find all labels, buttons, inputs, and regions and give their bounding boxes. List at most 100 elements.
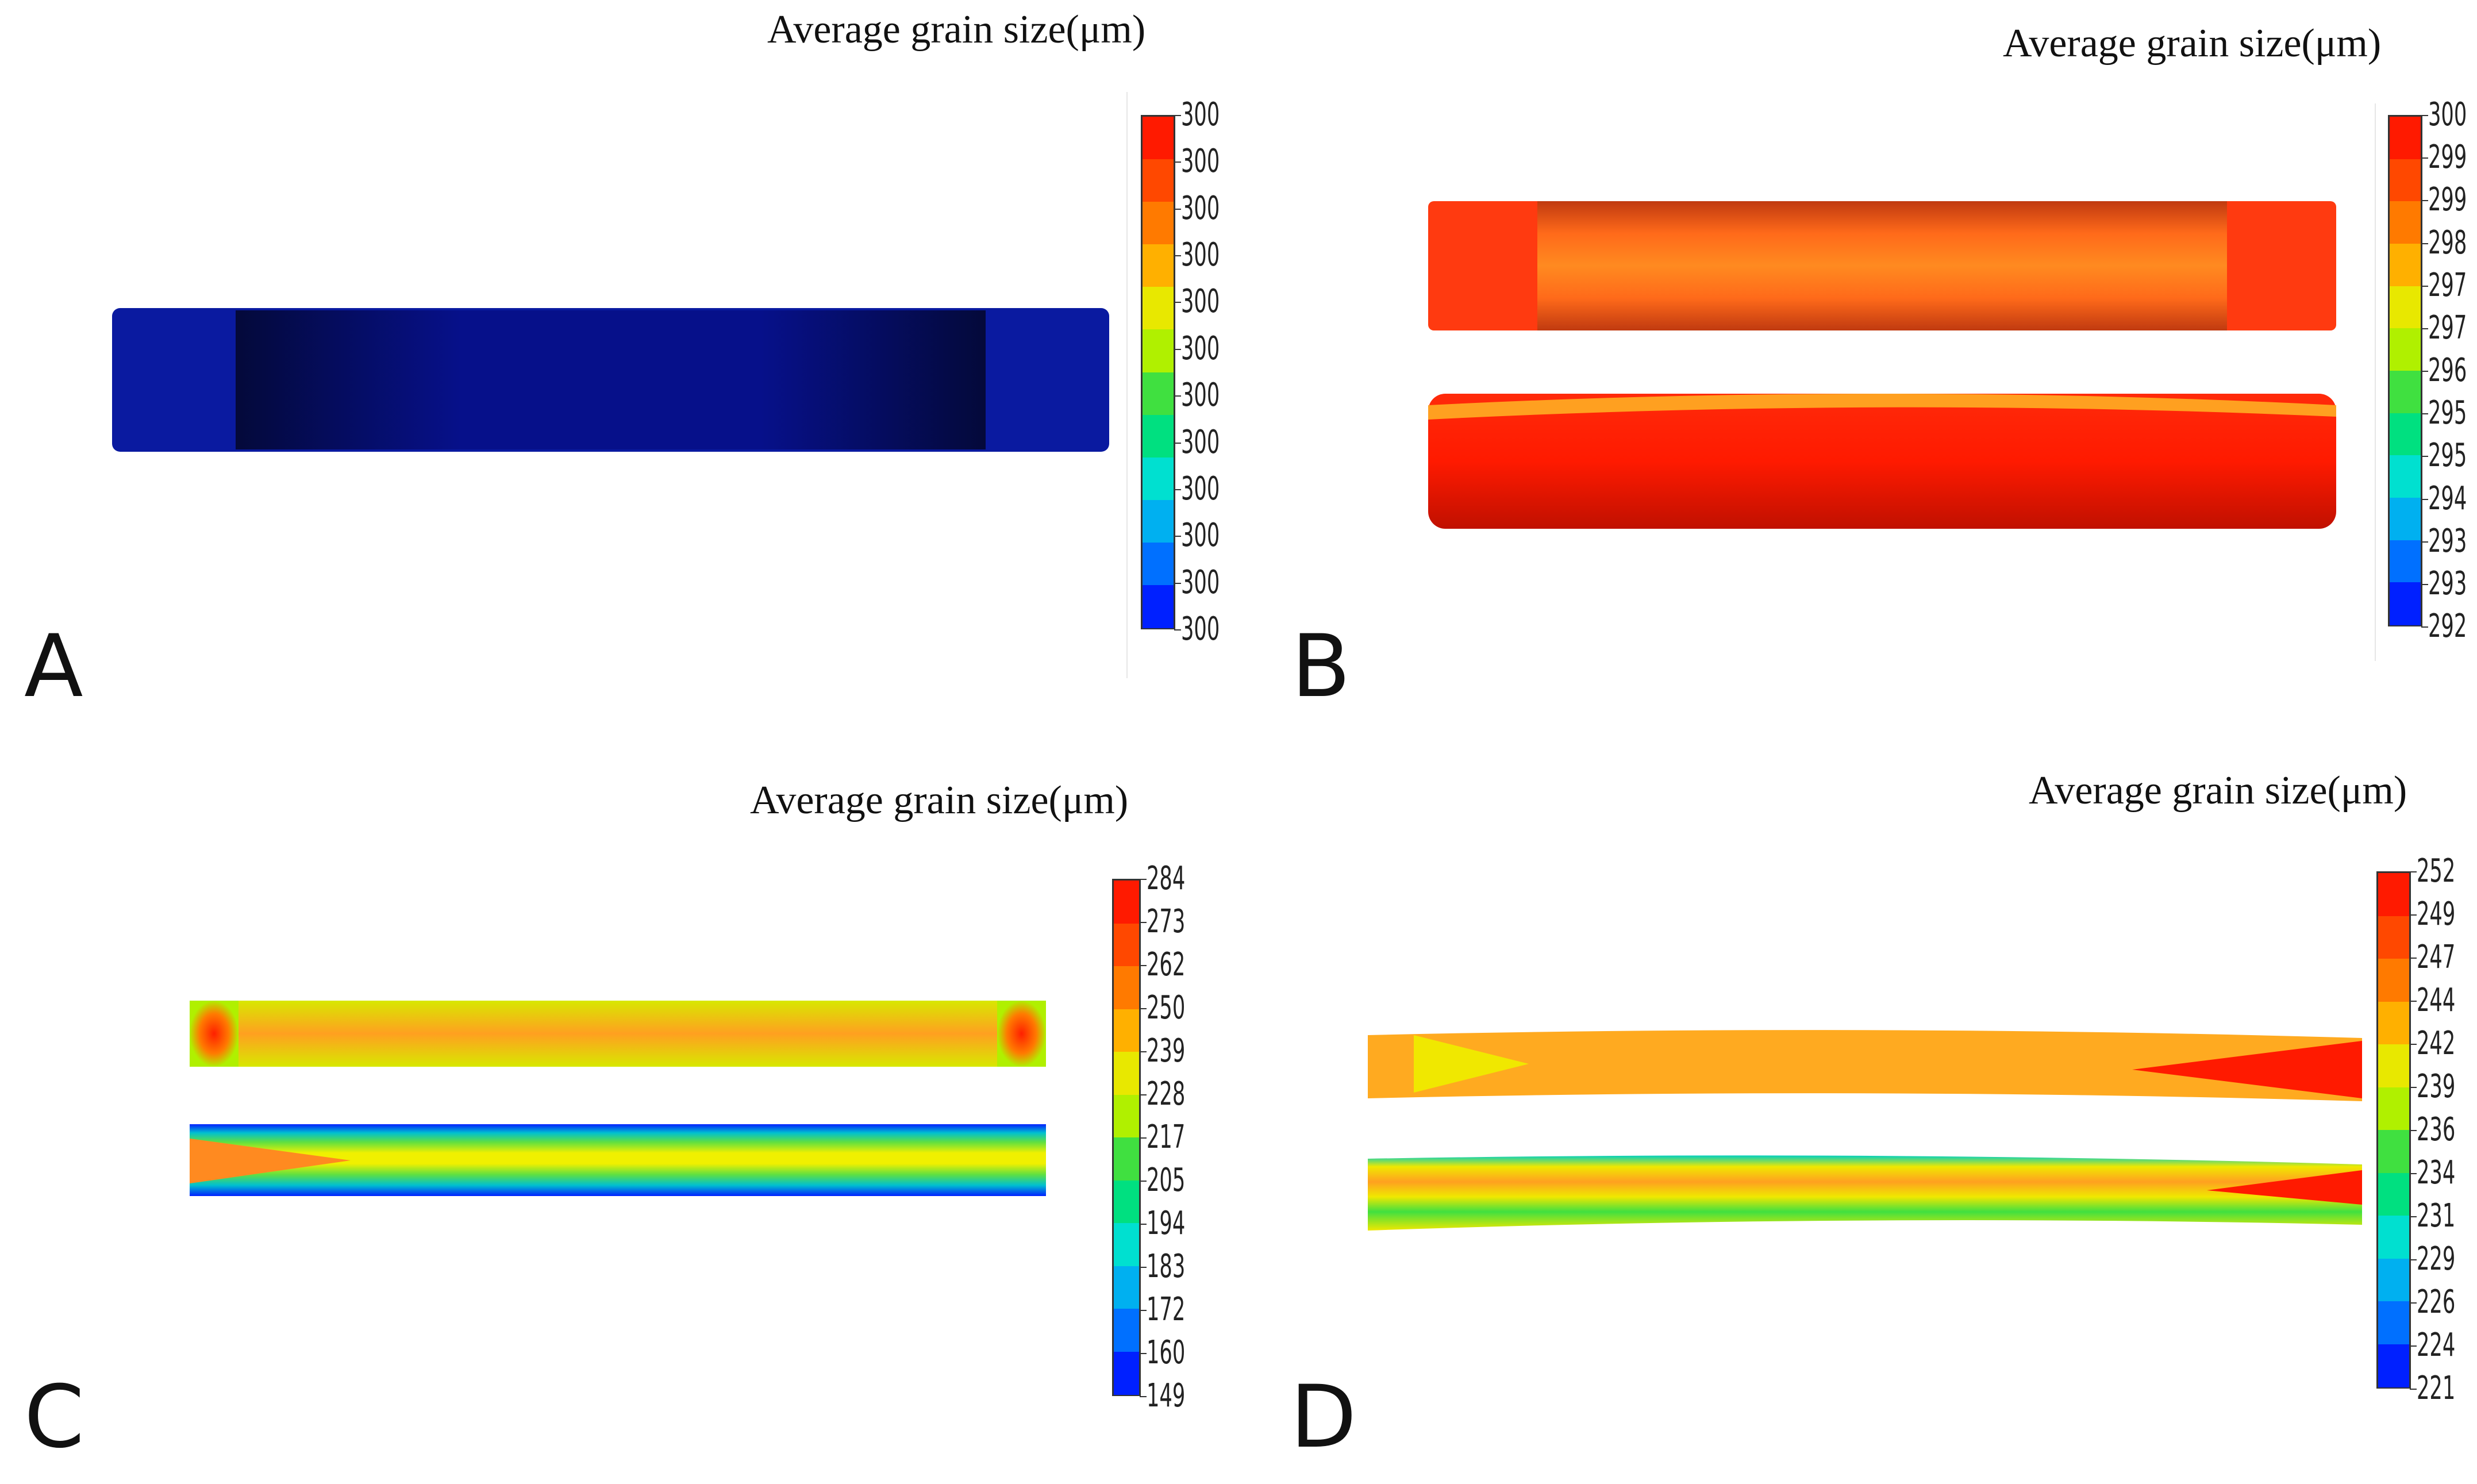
scale-tick-label: 300 bbox=[1181, 236, 1220, 274]
scale-segment bbox=[2390, 540, 2421, 583]
scale-tick-mark bbox=[2410, 1044, 2417, 1045]
scale-tick-mark bbox=[1140, 965, 1147, 966]
scale-tick-mark bbox=[1140, 879, 1147, 880]
panel-d: Average grain size(μm) D 252 249 247 244 242… bbox=[1238, 742, 2477, 1484]
scale-tick-label: 299 bbox=[2428, 181, 2467, 219]
scale-tick-mark bbox=[1140, 1137, 1147, 1139]
scale-tick-label: 300 bbox=[1181, 329, 1220, 367]
scale-tick-label: 247 bbox=[2417, 939, 2456, 976]
scale-segment bbox=[2390, 244, 2421, 287]
scale-tick-label: 292 bbox=[2428, 608, 2467, 645]
scale-segment bbox=[1114, 1266, 1139, 1309]
scale-tick-mark bbox=[1140, 1353, 1147, 1354]
scale-tick-mark bbox=[1174, 442, 1181, 444]
scale-tick-mark bbox=[1174, 489, 1181, 490]
panel-d-ring-parts bbox=[1368, 1030, 2362, 1231]
panel-c-title: Average grain size(μm) bbox=[750, 778, 1129, 822]
scale-tick-mark bbox=[2421, 371, 2428, 372]
panel-c-ring-parts bbox=[190, 1001, 1046, 1196]
scale-tick-label: 194 bbox=[1147, 1205, 1186, 1242]
scale-tick-label: 221 bbox=[2417, 1370, 2456, 1407]
panel-d-top-left-band bbox=[1414, 1035, 1529, 1093]
scale-tick-mark bbox=[2410, 1087, 2417, 1088]
scale-tick-mark bbox=[2421, 456, 2428, 457]
scale-tick-mark bbox=[1174, 162, 1181, 163]
scale-tick-mark bbox=[1140, 1267, 1147, 1268]
panel-b-color-scale bbox=[2388, 115, 2422, 626]
scale-tick-mark bbox=[2421, 243, 2428, 244]
scale-segment bbox=[1143, 542, 1174, 586]
scale-tick-mark bbox=[2421, 583, 2428, 585]
scale-segment bbox=[2378, 916, 2409, 959]
panel-a-letter: A bbox=[24, 617, 83, 717]
scale-tick-label: 236 bbox=[2417, 1111, 2456, 1148]
scale-segment bbox=[1143, 244, 1174, 288]
scale-tick-mark bbox=[1140, 1008, 1147, 1009]
panel-d-top-ring bbox=[1368, 1030, 2362, 1101]
scale-segment bbox=[1143, 585, 1174, 628]
scale-segment bbox=[2390, 413, 2421, 456]
scale-segment bbox=[2390, 371, 2421, 414]
scale-segment bbox=[2378, 1087, 2409, 1131]
scale-tick-label: 293 bbox=[2428, 564, 2467, 602]
scale-tick-label: 149 bbox=[1147, 1377, 1186, 1414]
panel-c-color-scale bbox=[1112, 879, 1141, 1396]
scale-segment bbox=[2390, 201, 2421, 244]
scale-tick-label: 300 bbox=[1181, 283, 1220, 321]
scale-tick-label: 284 bbox=[1147, 860, 1186, 897]
scale-tick-label: 300 bbox=[1181, 563, 1220, 601]
panel-b-bottom-ring bbox=[1428, 394, 2336, 529]
scale-tick-label: 300 bbox=[2428, 96, 2467, 133]
scale-tick-label: 228 bbox=[1147, 1075, 1186, 1113]
scale-tick-mark bbox=[2410, 1389, 2417, 1390]
scale-tick-mark bbox=[1174, 582, 1181, 584]
scale-tick-label: 252 bbox=[2417, 852, 2456, 890]
scale-segment bbox=[1114, 1309, 1139, 1352]
scale-tick-mark bbox=[1174, 348, 1181, 350]
scale-segment bbox=[1114, 1009, 1139, 1052]
scale-tick-mark bbox=[2410, 871, 2417, 872]
scale-segment bbox=[2378, 1001, 2409, 1045]
panel-b-bottom-rim bbox=[1428, 394, 2336, 420]
scale-tick-label: 300 bbox=[1181, 470, 1220, 508]
scale-tick-label: 242 bbox=[2417, 1025, 2456, 1062]
scale-tick-label: 273 bbox=[1147, 903, 1186, 940]
scale-segment bbox=[2390, 498, 2421, 541]
scale-segment bbox=[1143, 117, 1174, 160]
scale-segment bbox=[1143, 202, 1174, 245]
scale-tick-label: 295 bbox=[2428, 394, 2467, 432]
scale-segment bbox=[1143, 372, 1174, 416]
panel-c-bottom-hot-wedge bbox=[190, 1139, 351, 1183]
scale-segment bbox=[1143, 457, 1174, 501]
scale-tick-mark bbox=[1174, 255, 1181, 257]
scale-tick-mark bbox=[1174, 302, 1181, 303]
scale-tick-mark bbox=[1174, 395, 1181, 397]
scale-segment bbox=[1143, 329, 1174, 373]
scale-tick-mark bbox=[1174, 208, 1181, 210]
scale-segment bbox=[1114, 966, 1139, 1010]
scale-tick-mark bbox=[1174, 629, 1181, 630]
scale-segment bbox=[1114, 923, 1139, 967]
scale-tick-label: 205 bbox=[1147, 1162, 1186, 1199]
panel-a-color-scale bbox=[1141, 115, 1175, 629]
panel-c-top-left-hotspot bbox=[190, 1001, 239, 1067]
scale-segment bbox=[2378, 1044, 2409, 1088]
scale-tick-mark bbox=[2421, 200, 2428, 202]
scale-tick-label: 183 bbox=[1147, 1248, 1186, 1285]
scale-tick-label: 297 bbox=[2428, 266, 2467, 304]
scale-tick-mark bbox=[1174, 536, 1181, 537]
panel-b: Average grain size(μm) B 300 299 299 298 297… bbox=[1238, 0, 2477, 742]
scale-tick-label: 239 bbox=[2417, 1068, 2456, 1105]
scale-tick-label: 300 bbox=[1181, 143, 1220, 180]
scale-segment bbox=[1114, 881, 1139, 924]
panel-d-title: Average grain size(μm) bbox=[2029, 768, 2407, 813]
scale-tick-mark bbox=[2421, 498, 2428, 500]
scale-tick-label: 244 bbox=[2417, 982, 2456, 1019]
scale-tick-mark bbox=[2421, 413, 2428, 415]
scale-segment bbox=[2378, 959, 2409, 1002]
scale-tick-mark bbox=[2410, 958, 2417, 959]
scale-tick-label: 293 bbox=[2428, 522, 2467, 560]
scale-tick-label: 262 bbox=[1147, 946, 1186, 983]
scale-tick-label: 172 bbox=[1147, 1291, 1186, 1328]
scale-tick-mark bbox=[2421, 626, 2428, 628]
